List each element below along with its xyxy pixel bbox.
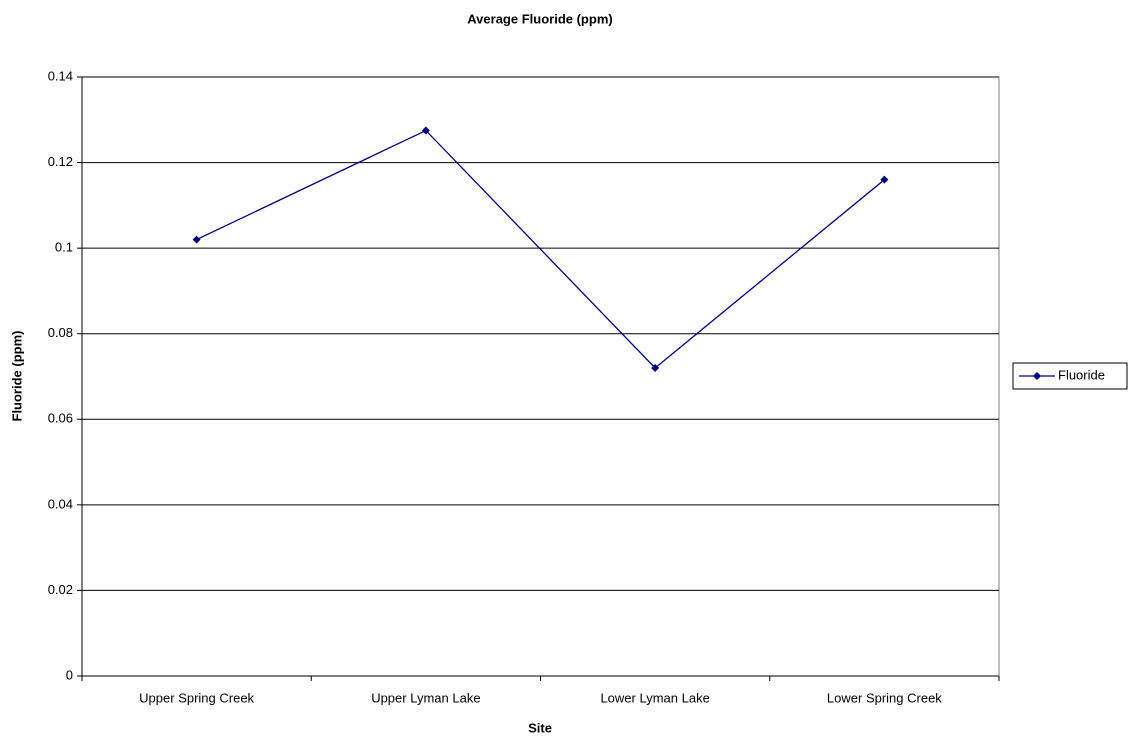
x-axis-label: Site bbox=[528, 720, 552, 735]
y-tick-label: 0.08 bbox=[48, 325, 73, 340]
marker bbox=[421, 126, 430, 135]
legend-label: Fluoride bbox=[1058, 367, 1105, 382]
legend-marker bbox=[1033, 372, 1041, 380]
y-axis-label: Fluoride (ppm) bbox=[9, 331, 24, 422]
y-tick-label: 0.1 bbox=[55, 240, 73, 255]
legend-box bbox=[1012, 362, 1128, 390]
y-tick-label: 0.12 bbox=[48, 154, 73, 169]
y-tick-label: 0 bbox=[66, 667, 73, 682]
y-tick-label: 0.04 bbox=[48, 496, 73, 511]
x-tick-label: Upper Lyman Lake bbox=[371, 690, 480, 705]
y-tick-label: 0.06 bbox=[48, 411, 73, 426]
marker bbox=[192, 235, 201, 244]
chart-title: Average Fluoride (ppm) bbox=[467, 11, 612, 26]
x-tick-label: Lower Spring Creek bbox=[827, 690, 942, 705]
x-tick-label: Lower Lyman Lake bbox=[600, 690, 709, 705]
marker bbox=[651, 363, 660, 372]
y-tick-label: 0.02 bbox=[48, 582, 73, 597]
x-tick-label: Upper Spring Creek bbox=[139, 690, 254, 705]
series-line bbox=[196, 129, 885, 369]
plot-area bbox=[81, 76, 1000, 677]
y-tick-label: 0.14 bbox=[48, 68, 73, 83]
marker bbox=[880, 175, 889, 184]
